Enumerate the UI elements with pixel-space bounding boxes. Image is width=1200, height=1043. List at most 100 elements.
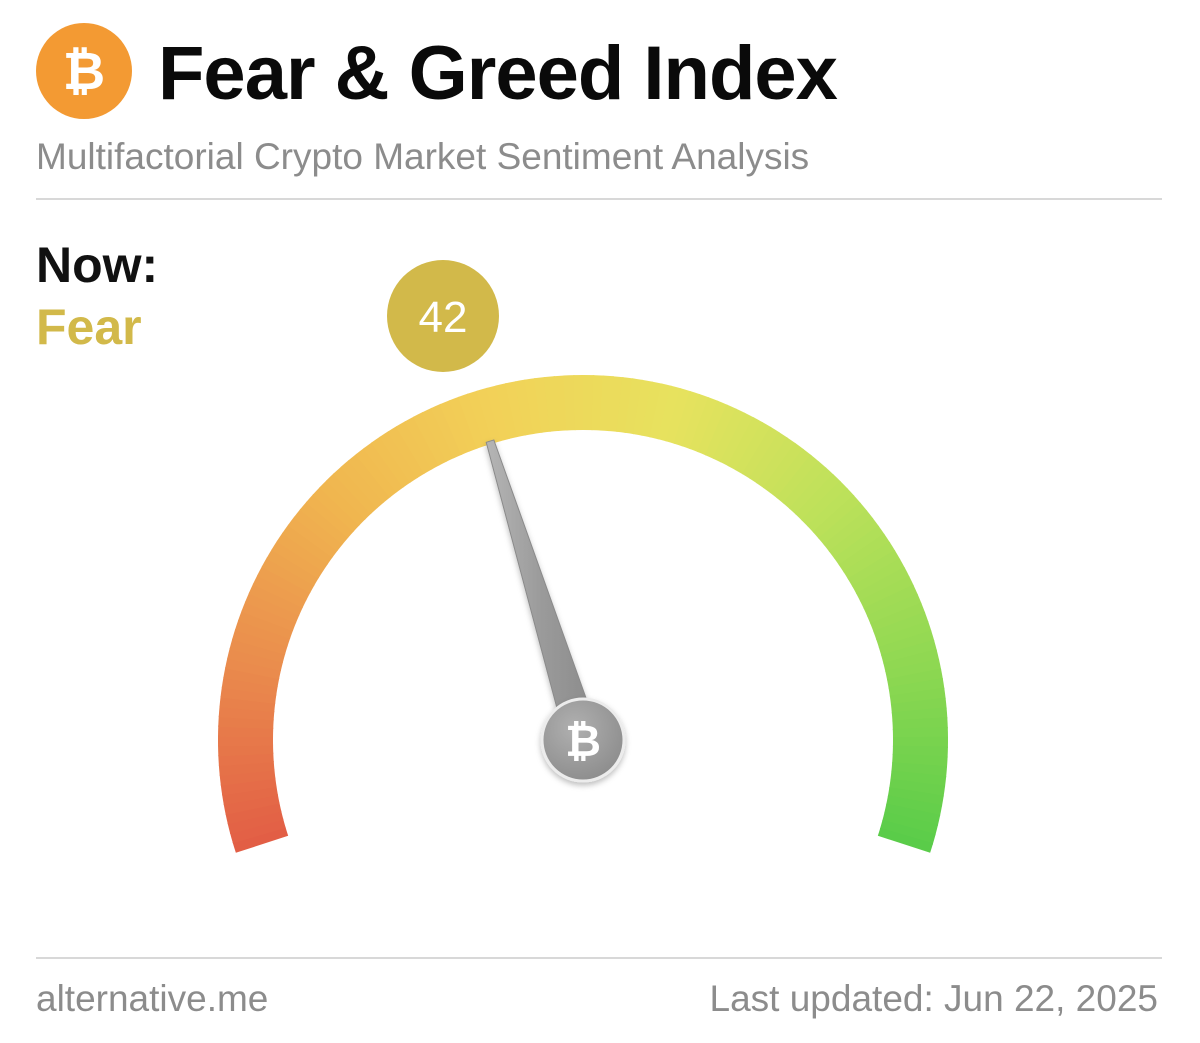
gauge-arc-segment [333, 466, 378, 515]
gauge-arc-segment [801, 480, 848, 527]
gauge-arc-segment [395, 421, 433, 474]
gauge-arc-segment [795, 473, 841, 521]
gauge-arc-segment [371, 436, 411, 488]
gauge-arc-segment [448, 396, 478, 452]
gauge-arc-segment [886, 668, 943, 689]
gauge-arc-segment [553, 375, 568, 432]
gauge-arc-segment [347, 453, 391, 503]
gauge-arc-segment [355, 447, 398, 498]
gauge-arc-segment [741, 426, 780, 479]
gauge-arc-segment [863, 584, 918, 617]
gauge-arc-segment [252, 574, 307, 609]
gauge-arc-segment [241, 601, 297, 632]
gauge-arc-segment [220, 777, 277, 796]
gauge-arc-segment [889, 687, 946, 706]
gauge-arc-segment [697, 400, 728, 456]
gauge-arc-segment [232, 628, 288, 655]
gauge-arc-segment [534, 376, 551, 433]
gauge-arc-segment [888, 678, 945, 697]
gauge-arc-segment [583, 375, 595, 431]
gauge-arc-segment [248, 583, 304, 616]
bitcoin-logo-icon: ₿ [36, 23, 132, 119]
gauge-arc-segment [782, 460, 827, 510]
gauge-arc-segment [261, 557, 315, 594]
gauge-arc-segment [225, 802, 282, 825]
gauge-arc-segment [319, 479, 366, 526]
gauge-arc-segment [892, 726, 948, 739]
svg-text:₿: ₿ [565, 716, 601, 767]
gauge-arc-segment [641, 381, 663, 438]
gauge-arc-segment [884, 803, 941, 826]
gauge-arc-segment [363, 441, 405, 493]
gauge-arc-segment [789, 467, 834, 515]
gauge-arc-segment [624, 378, 644, 435]
page-title: Fear & Greed Index [158, 31, 838, 116]
gauge-arc-segment [276, 532, 329, 572]
gauge-arc-segment [257, 565, 311, 601]
gauge-arc-segment [873, 611, 929, 641]
gauge-arc-segment [608, 376, 624, 432]
gauge-arc-segment [219, 696, 276, 713]
gauge-arc-segment [892, 736, 948, 749]
gauge-arc-segment [218, 735, 274, 747]
gauge-arc-segment [524, 378, 543, 435]
gauge-arc-segment [227, 647, 284, 672]
source-link[interactable]: alternative.me [36, 978, 269, 1019]
gauge-arc-segment [891, 762, 948, 778]
gauge-arc-segment [218, 752, 274, 767]
gauge-arc-segment [271, 540, 324, 579]
gauge-arc-segment [843, 541, 896, 580]
gauge-arc-segment [833, 525, 885, 566]
gauge-arc-segment [712, 408, 746, 463]
gauge-arc-segment [657, 385, 682, 442]
gauge-arc-segment [293, 508, 344, 552]
last-updated: Last updated: Jun 22, 2025 [709, 978, 1158, 1019]
gauge-arc-segment [851, 558, 906, 595]
gauge-arc-segment [704, 404, 737, 459]
gauge-arc-segment [234, 619, 291, 647]
gauge-arc-segment [218, 744, 274, 757]
gauge-arc-segment [681, 393, 710, 450]
gauge-arc-segment [886, 795, 943, 817]
gauge-arc-segment [476, 387, 502, 444]
gauge-arc-segment [847, 549, 901, 587]
gauge-arc-segment [859, 575, 914, 610]
gauge-arc-segment [504, 381, 527, 438]
gauge-arc-segment [727, 417, 763, 471]
gauge-arc-segment [762, 442, 804, 494]
gauge-arc-segment [218, 705, 275, 721]
gauge-arc-segment [229, 818, 286, 844]
gauge-arc-segment [232, 826, 289, 853]
gauge-arc-segment [223, 794, 280, 815]
gauge-arc-segment [299, 501, 349, 545]
gauge-arc-segment [877, 827, 934, 853]
gauge-arc-segment [870, 602, 926, 633]
gauge-arc-segment [866, 593, 922, 625]
gauge-arc-segment [883, 649, 940, 673]
svg-text:₿: ₿ [63, 42, 105, 102]
gauge-arc-segment [823, 509, 874, 553]
gauge-arc-segment [439, 400, 471, 455]
gauge-arc-segment [514, 379, 535, 436]
gauge-arc-segment [244, 592, 300, 624]
gauge-arc-segment [887, 787, 944, 807]
gauge-arc-segment [855, 567, 910, 602]
gauge-arc-segment [404, 416, 440, 470]
header-divider [36, 198, 1162, 200]
index-value: 42 [419, 293, 468, 342]
gauge-arc [218, 375, 948, 853]
gauge-arc-segment [756, 437, 797, 489]
gauge-arc-segment [266, 548, 319, 586]
gauge-arc-segment [237, 610, 294, 639]
gauge-arc-segment [812, 494, 861, 540]
gauge-arc-segment [885, 658, 942, 681]
gauge-arc-segment [421, 407, 455, 462]
gauge-arc-segment [818, 502, 868, 546]
gauge-arc-segment [882, 811, 939, 836]
gauge-arc-segment [573, 375, 585, 431]
gauge-arc-segment [632, 379, 653, 436]
gauge-arc-segment [467, 390, 494, 447]
gauge-arc-segment [225, 657, 282, 680]
gauge-arc-segment [749, 431, 789, 484]
